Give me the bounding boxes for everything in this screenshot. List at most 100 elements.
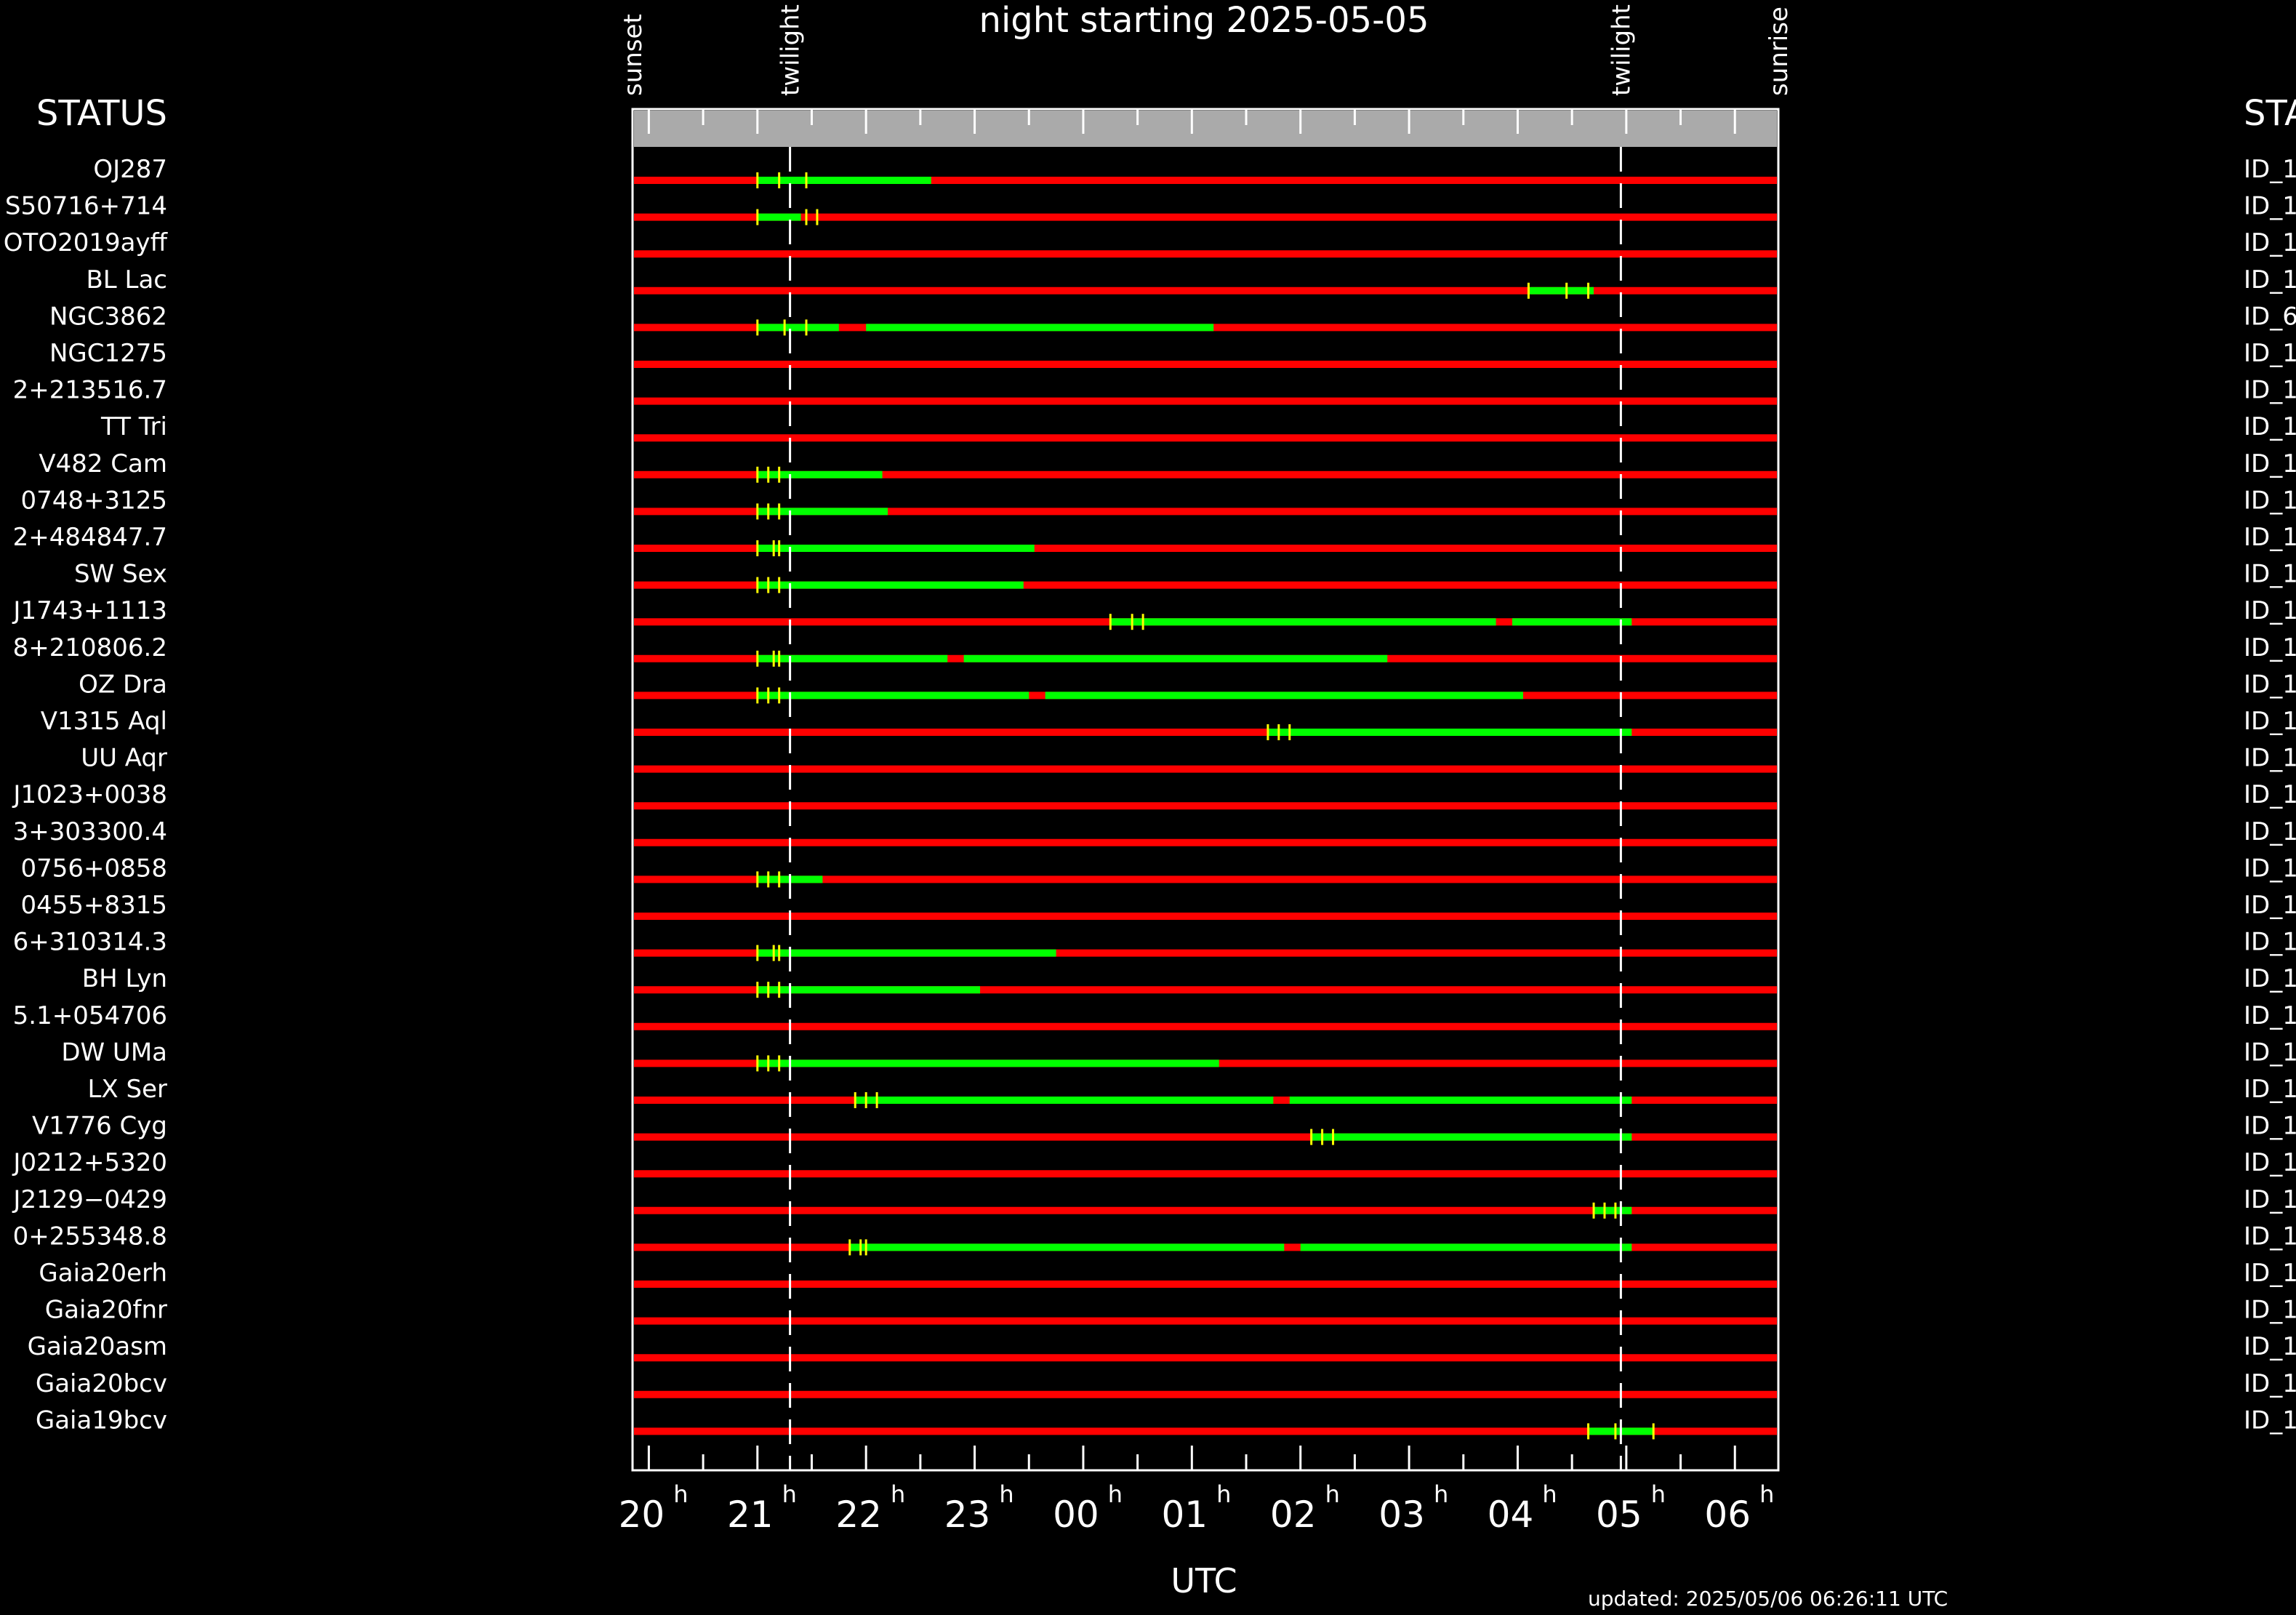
tick-unit: h <box>1434 1480 1448 1508</box>
target-label: S50716+714 <box>5 192 167 221</box>
target-id: ID_1 <box>2244 964 2296 993</box>
target-label: LX Ser <box>87 1075 167 1104</box>
target-id: ID_1 <box>2244 155 2296 184</box>
target-label: OTO2019ayff <box>4 228 169 257</box>
target-label: 2+484847.7 <box>13 523 167 552</box>
target-label: Gaia20erh <box>39 1259 167 1288</box>
target-label: 2+213516.7 <box>13 376 167 405</box>
tick-unit: h <box>999 1480 1013 1508</box>
updated-timestamp: updated: 2025/05/06 06:26:11 UTC <box>1588 1587 1948 1611</box>
target-id: ID_1 <box>2244 1406 2296 1435</box>
status-header-right: STA <box>2244 93 2296 134</box>
target-label: OJ287 <box>93 155 167 184</box>
target-label: SW Sex <box>74 560 167 589</box>
tick-label: 04 <box>1488 1494 1534 1536</box>
event-label: sunset <box>619 14 648 96</box>
tick-unit: h <box>1651 1480 1666 1508</box>
target-label: J1743+1113 <box>12 596 167 625</box>
target-id: ID_1 <box>2244 560 2296 589</box>
target-id: ID_1 <box>2244 192 2296 221</box>
target-label: 3+303300.4 <box>13 817 167 846</box>
target-label: J2129−0429 <box>12 1185 167 1214</box>
tick-label: 00 <box>1053 1494 1099 1536</box>
target-id: ID_1 <box>2244 670 2296 699</box>
tick-label: 05 <box>1596 1494 1642 1536</box>
target-label: NGC3862 <box>49 302 167 331</box>
target-id: ID_1 <box>2244 486 2296 515</box>
target-id: ID_1 <box>2244 228 2296 257</box>
target-id: ID_1 <box>2244 1259 2296 1288</box>
target-label: Gaia20fnr <box>45 1296 167 1325</box>
target-id: ID_1 <box>2244 596 2296 625</box>
target-id: ID_1 <box>2244 780 2296 809</box>
tick-label: 02 <box>1270 1494 1317 1536</box>
target-label: Gaia20asm <box>28 1332 167 1361</box>
target-label: 8+210806.2 <box>13 633 167 662</box>
tick-unit: h <box>1542 1480 1557 1508</box>
target-id: ID_1 <box>2244 1296 2296 1325</box>
target-label: TT Tri <box>100 412 167 441</box>
target-label: BL Lac <box>86 265 167 294</box>
tick-label: 03 <box>1378 1494 1425 1536</box>
header-bar <box>634 111 1777 147</box>
target-id: ID_1 <box>2244 1332 2296 1361</box>
target-id: ID_1 <box>2244 412 2296 441</box>
target-label: 5.1+054706 <box>13 1001 167 1030</box>
event-label: sunrise <box>1765 7 1794 96</box>
event-label: twilight <box>776 4 806 96</box>
target-label: NGC1275 <box>49 339 167 368</box>
target-label: V482 Cam <box>39 449 167 478</box>
target-label: OZ Dra <box>79 670 167 699</box>
target-label: J0212+5320 <box>12 1148 167 1177</box>
target-id: ID_1 <box>2244 633 2296 662</box>
target-label: UU Aqr <box>81 744 167 773</box>
target-id: ID_1 <box>2244 265 2296 294</box>
event-label: twilight <box>1607 4 1636 96</box>
target-id: ID_1 <box>2244 1222 2296 1251</box>
target-id: ID_1 <box>2244 376 2296 405</box>
plot-frame <box>631 108 1780 1472</box>
target-id: ID_1 <box>2244 523 2296 552</box>
target-label: 0748+3125 <box>20 486 167 515</box>
tick-label: 22 <box>835 1494 882 1536</box>
target-id: ID_1 <box>2244 1185 2296 1214</box>
target-id: ID_1 <box>2244 891 2296 920</box>
tick-unit: h <box>1325 1480 1340 1508</box>
plot-area: OJ287 ID_1 S50716+714 ID_1 OTO2019ayff ID_1 BL… <box>4 4 2296 1536</box>
tick-label: 23 <box>944 1494 991 1536</box>
target-id: ID_1 <box>2244 744 2296 773</box>
target-label: Gaia19bcv <box>36 1406 167 1435</box>
tick-label: 21 <box>727 1494 774 1536</box>
target-id: ID_1 <box>2244 1001 2296 1030</box>
tick-label: 01 <box>1162 1494 1208 1536</box>
tick-unit: h <box>891 1480 905 1508</box>
target-label: Gaia20bcv <box>36 1369 167 1398</box>
target-id: ID_1 <box>2244 1075 2296 1104</box>
chart-title: night starting 2025-05-05 <box>979 0 1429 41</box>
target-id: ID_1 <box>2244 707 2296 736</box>
target-id: ID_1 <box>2244 1369 2296 1398</box>
tick-label: 06 <box>1704 1494 1751 1536</box>
status-header-left: STATUS <box>36 93 167 134</box>
target-label: DW UMa <box>61 1038 167 1067</box>
target-label: 0+255348.8 <box>13 1222 167 1251</box>
tick-label: 20 <box>619 1494 665 1536</box>
target-label: 0756+0858 <box>20 854 167 883</box>
tick-unit: h <box>673 1480 688 1508</box>
target-label: 0455+8315 <box>20 891 167 920</box>
tick-unit: h <box>1759 1480 1774 1508</box>
tick-unit: h <box>1216 1480 1231 1508</box>
target-id: ID_1 <box>2244 1038 2296 1067</box>
target-label: J1023+0038 <box>12 780 167 809</box>
target-id: ID_1 <box>2244 854 2296 883</box>
target-id: ID_6 <box>2244 302 2296 331</box>
x-axis-label: UTC <box>1171 1561 1237 1600</box>
target-label: 6+310314.3 <box>13 928 167 957</box>
target-id: ID_1 <box>2244 339 2296 368</box>
target-label: BH Lyn <box>82 964 167 993</box>
tick-unit: h <box>1108 1480 1123 1508</box>
target-id: ID_1 <box>2244 928 2296 957</box>
target-id: ID_1 <box>2244 1112 2296 1141</box>
target-id: ID_1 <box>2244 449 2296 478</box>
